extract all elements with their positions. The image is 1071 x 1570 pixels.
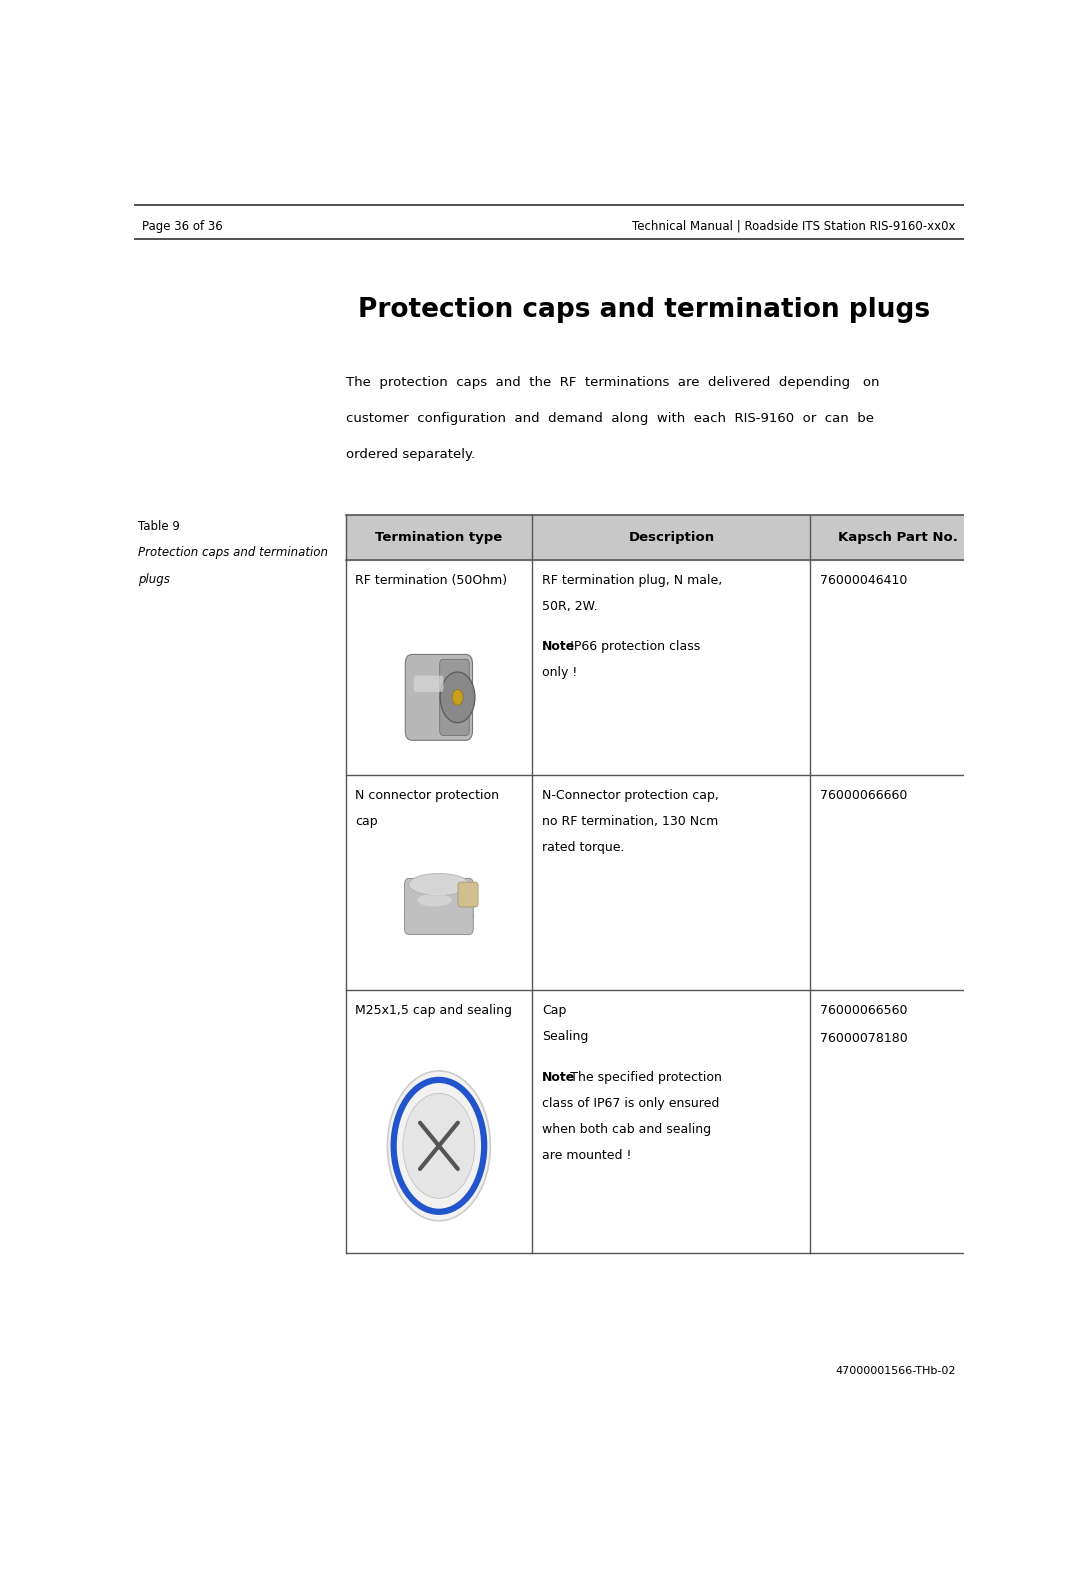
Text: Note: Note [542, 1071, 575, 1083]
Text: Kapsch Part No.: Kapsch Part No. [838, 531, 957, 543]
Text: Description: Description [629, 531, 714, 543]
Text: rated torque.: rated torque. [542, 842, 624, 854]
Text: plugs: plugs [138, 573, 170, 586]
FancyBboxPatch shape [458, 882, 478, 907]
Text: The  protection  caps  and  the  RF  terminations  are  delivered  depending   o: The protection caps and the RF terminati… [346, 375, 879, 389]
Text: RF termination plug, N male,: RF termination plug, N male, [542, 575, 723, 587]
Text: when both cab and sealing: when both cab and sealing [542, 1123, 711, 1135]
Text: Termination type: Termination type [375, 531, 502, 543]
Text: are mounted !: are mounted ! [542, 1149, 632, 1162]
Text: customer  configuration  and  demand  along  with  each  RIS-9160  or  can  be: customer configuration and demand along … [346, 411, 874, 425]
Circle shape [403, 1093, 474, 1198]
Text: Page 36 of 36: Page 36 of 36 [142, 220, 223, 232]
FancyBboxPatch shape [413, 675, 443, 692]
FancyBboxPatch shape [405, 655, 472, 741]
Text: 76000066660: 76000066660 [820, 790, 908, 802]
FancyBboxPatch shape [405, 879, 473, 934]
Text: Note: Note [542, 641, 575, 653]
Text: cap: cap [356, 815, 378, 829]
Text: Protection caps and termination: Protection caps and termination [138, 546, 328, 559]
Circle shape [452, 689, 463, 705]
Text: class of IP67 is only ensured: class of IP67 is only ensured [542, 1097, 720, 1110]
Text: only !: only ! [542, 666, 577, 680]
Text: N connector protection: N connector protection [356, 790, 499, 802]
Circle shape [440, 672, 476, 722]
Text: N-Connector protection cap,: N-Connector protection cap, [542, 790, 719, 802]
Ellipse shape [405, 898, 473, 933]
Text: RF termination (50Ohm): RF termination (50Ohm) [356, 575, 508, 587]
Ellipse shape [409, 873, 469, 895]
Text: no RF termination, 130 Ncm: no RF termination, 130 Ncm [542, 815, 719, 829]
Bar [532, 515, 811, 559]
Circle shape [388, 1071, 491, 1221]
Text: Technical Manual | Roadside ITS Station RIS-9160-xx0x: Technical Manual | Roadside ITS Station … [632, 220, 955, 232]
Bar [811, 515, 984, 559]
Text: 76000046410: 76000046410 [820, 575, 908, 587]
Text: M25x1,5 cap and sealing: M25x1,5 cap and sealing [356, 1005, 513, 1017]
Text: 76000078180: 76000078180 [820, 1031, 908, 1044]
Bar [346, 515, 532, 559]
Text: : IP66 protection class: : IP66 protection class [561, 641, 699, 653]
Text: Table 9: Table 9 [138, 520, 180, 532]
FancyBboxPatch shape [440, 659, 469, 735]
Text: : The specified protection: : The specified protection [561, 1071, 722, 1083]
Text: 76000066560: 76000066560 [820, 1005, 908, 1017]
Text: Cap: Cap [542, 1005, 567, 1017]
Text: ordered separately.: ordered separately. [346, 449, 474, 462]
Text: Protection caps and termination plugs: Protection caps and termination plugs [359, 297, 931, 323]
Ellipse shape [418, 893, 452, 906]
Text: Sealing: Sealing [542, 1030, 589, 1044]
Text: 50R, 2W.: 50R, 2W. [542, 600, 598, 612]
Text: 47000001566-THb-02: 47000001566-THb-02 [835, 1366, 955, 1375]
